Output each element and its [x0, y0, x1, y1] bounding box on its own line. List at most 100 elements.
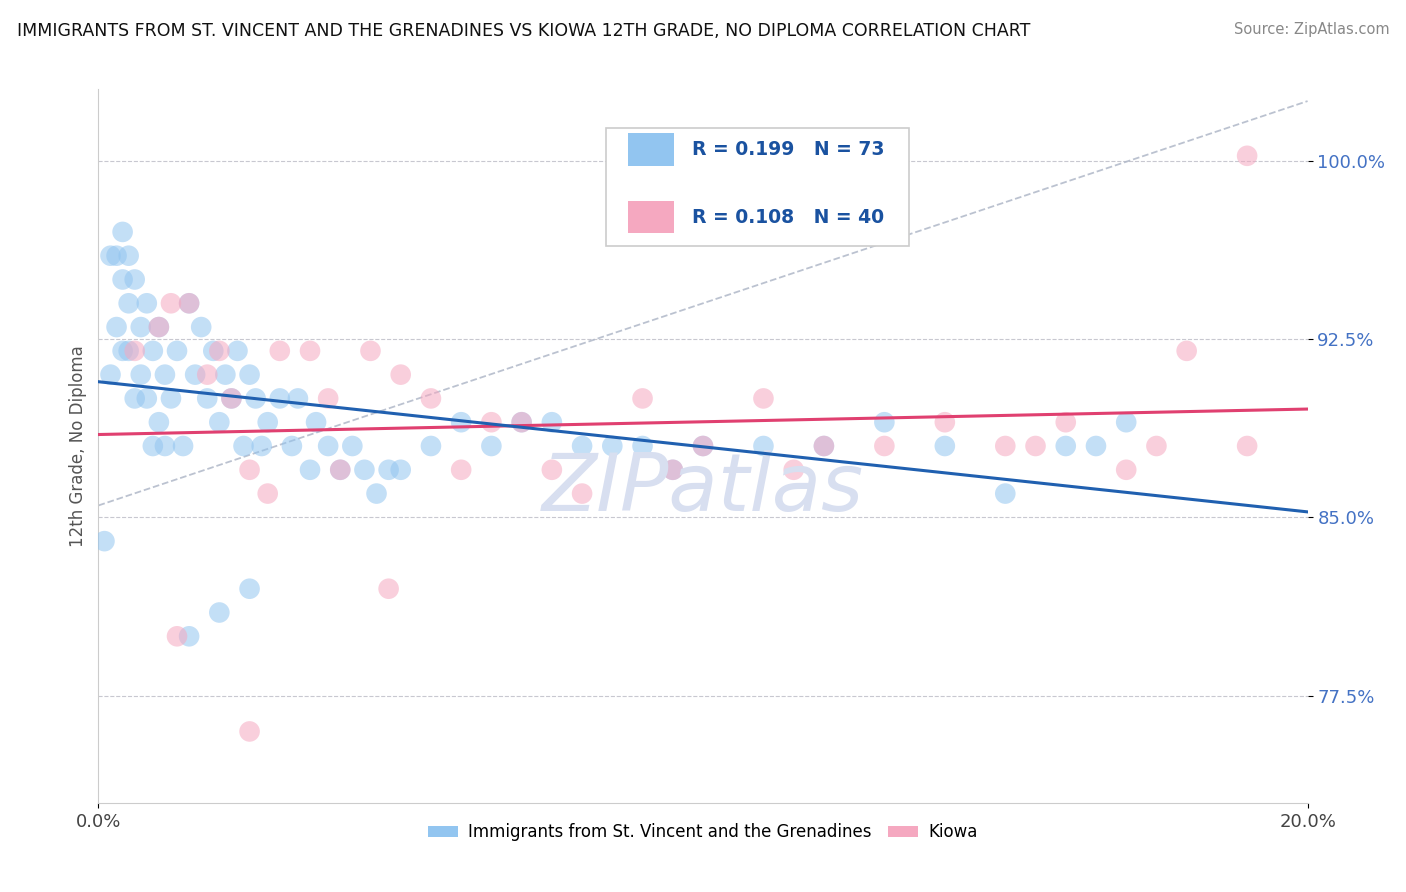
Point — [93, 534, 115, 549]
Point — [377, 463, 399, 477]
Point — [111, 343, 134, 358]
Point — [342, 439, 364, 453]
Point — [661, 463, 683, 477]
Point — [450, 415, 472, 429]
Point — [190, 320, 212, 334]
Point — [1054, 415, 1077, 429]
Point — [631, 392, 654, 406]
Point — [221, 392, 243, 406]
Point — [389, 463, 412, 477]
Point — [1115, 415, 1137, 429]
Point — [148, 320, 170, 334]
Point — [1054, 439, 1077, 453]
Text: IMMIGRANTS FROM ST. VINCENT AND THE GRENADINES VS KIOWA 12TH GRADE, NO DIPLOMA C: IMMIGRANTS FROM ST. VINCENT AND THE GREN… — [17, 22, 1031, 40]
Point — [221, 392, 243, 406]
Point — [783, 463, 806, 477]
Point — [873, 439, 896, 453]
Point — [239, 582, 262, 596]
Point — [214, 368, 236, 382]
Point — [153, 368, 176, 382]
Point — [100, 368, 122, 382]
Point — [202, 343, 225, 358]
Point — [316, 392, 339, 406]
Point — [994, 486, 1017, 500]
Bar — [628, 202, 673, 234]
Point — [571, 486, 593, 500]
Point — [510, 415, 533, 429]
Point — [135, 392, 157, 406]
Text: ZIPatlas: ZIPatlas — [541, 450, 865, 528]
Point — [692, 439, 714, 453]
Point — [353, 463, 375, 477]
Bar — [628, 134, 673, 166]
Point — [172, 439, 194, 453]
Point — [360, 343, 382, 358]
Point — [129, 368, 152, 382]
Point — [129, 320, 152, 334]
Point — [100, 249, 122, 263]
Point — [105, 320, 128, 334]
Point — [299, 463, 322, 477]
Point — [239, 368, 262, 382]
Point — [813, 439, 835, 453]
Point — [540, 463, 562, 477]
Point — [1085, 439, 1108, 453]
Point — [239, 463, 262, 477]
Point — [287, 392, 309, 406]
Point — [135, 296, 157, 310]
Point — [160, 392, 183, 406]
Point — [179, 296, 201, 310]
Point — [179, 296, 201, 310]
Point — [1236, 439, 1258, 453]
Point — [316, 439, 339, 453]
Point — [124, 272, 146, 286]
Point — [124, 392, 146, 406]
Point — [1175, 343, 1198, 358]
Point — [281, 439, 304, 453]
Point — [195, 392, 218, 406]
Point — [305, 415, 328, 429]
Point — [481, 415, 503, 429]
Point — [329, 463, 352, 477]
Point — [994, 439, 1017, 453]
FancyBboxPatch shape — [606, 128, 908, 246]
Point — [256, 486, 278, 500]
Point — [752, 439, 775, 453]
Point — [450, 463, 472, 477]
Point — [377, 582, 399, 596]
Point — [208, 606, 231, 620]
Point — [692, 439, 714, 453]
Point — [269, 392, 291, 406]
Point — [1024, 439, 1046, 453]
Point — [299, 343, 322, 358]
Text: Source: ZipAtlas.com: Source: ZipAtlas.com — [1233, 22, 1389, 37]
Point — [1144, 439, 1167, 453]
Point — [934, 439, 956, 453]
Point — [148, 320, 170, 334]
Point — [166, 343, 188, 358]
Text: R = 0.108   N = 40: R = 0.108 N = 40 — [692, 208, 884, 227]
Point — [148, 415, 170, 429]
Point — [208, 415, 231, 429]
Point — [245, 392, 267, 406]
Point — [105, 249, 128, 263]
Point — [160, 296, 183, 310]
Point — [1236, 149, 1258, 163]
Y-axis label: 12th Grade, No Diploma: 12th Grade, No Diploma — [69, 345, 87, 547]
Point — [329, 463, 352, 477]
Point — [153, 439, 176, 453]
Point — [250, 439, 273, 453]
Point — [111, 225, 134, 239]
Point — [195, 368, 218, 382]
Point — [239, 724, 262, 739]
Point — [602, 439, 624, 453]
Point — [510, 415, 533, 429]
Point — [179, 629, 201, 643]
Point — [269, 343, 291, 358]
Point — [420, 392, 443, 406]
Point — [934, 415, 956, 429]
Point — [226, 343, 249, 358]
Point — [813, 439, 835, 453]
Point — [142, 439, 165, 453]
Point — [118, 296, 141, 310]
